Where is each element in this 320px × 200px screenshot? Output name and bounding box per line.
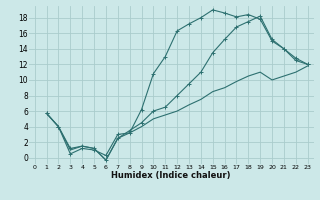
X-axis label: Humidex (Indice chaleur): Humidex (Indice chaleur)	[111, 171, 231, 180]
